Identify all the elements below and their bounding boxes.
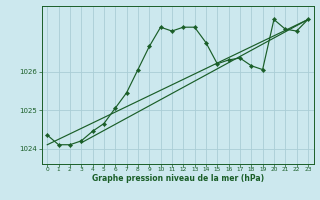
X-axis label: Graphe pression niveau de la mer (hPa): Graphe pression niveau de la mer (hPa) bbox=[92, 174, 264, 183]
